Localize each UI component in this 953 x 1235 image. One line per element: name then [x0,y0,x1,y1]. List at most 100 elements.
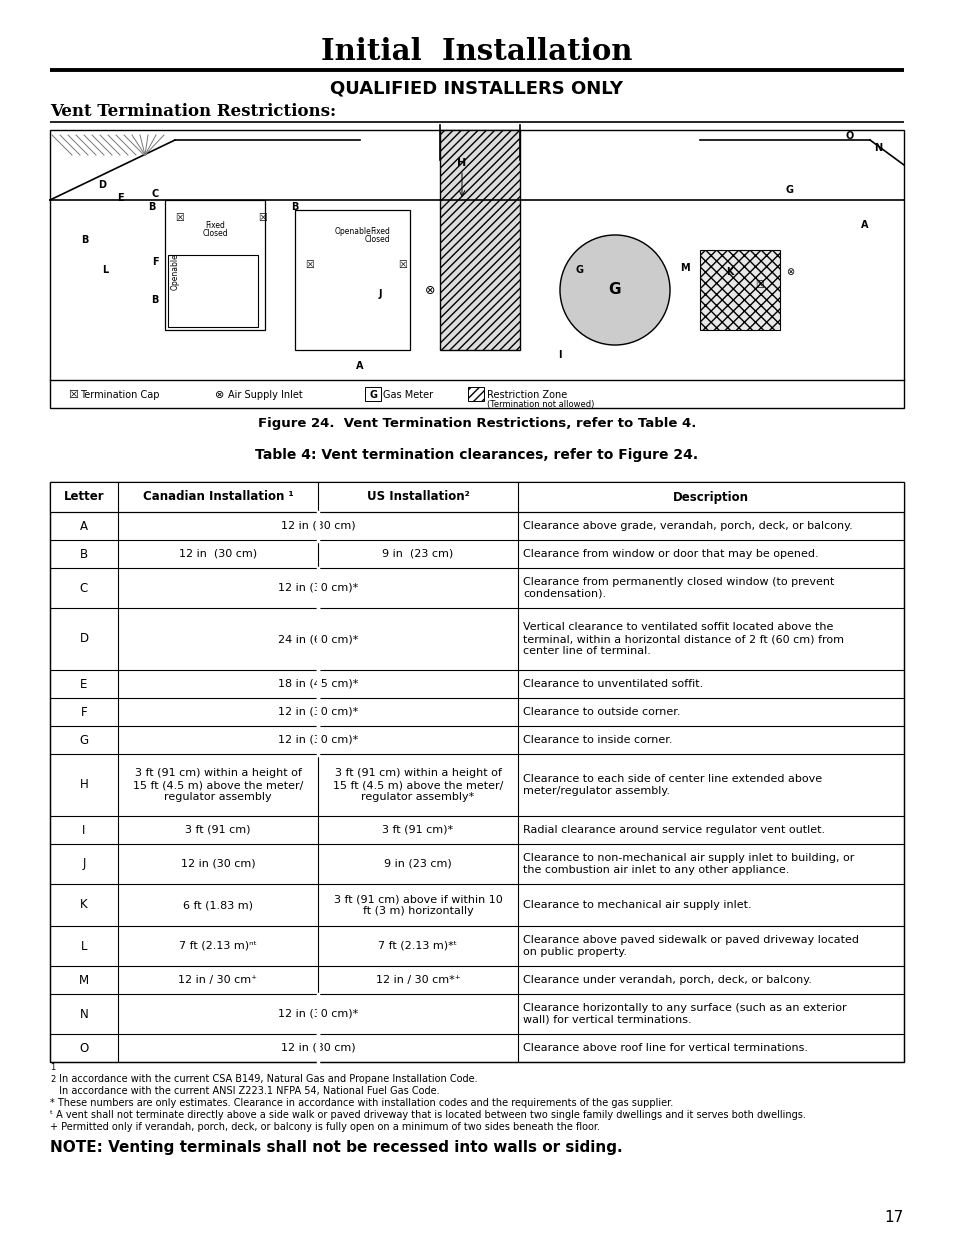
Text: Restriction Zone: Restriction Zone [486,390,567,400]
Text: Clearance to unventilated soffit.: Clearance to unventilated soffit. [522,679,702,689]
Text: * These numbers are only estimates. Clearance in accordance with installation co: * These numbers are only estimates. Clea… [50,1098,673,1108]
Text: 12 in (30 cm)*: 12 in (30 cm)* [277,706,357,718]
Text: G: G [608,283,620,298]
Text: ☒: ☒ [68,390,78,400]
Text: 7 ft (2.13 m)*ᵗ: 7 ft (2.13 m)*ᵗ [378,941,457,951]
Text: ☒: ☒ [398,261,407,270]
Text: Closed: Closed [202,228,228,237]
Text: O: O [79,1041,89,1055]
Text: B: B [148,203,155,212]
Text: 12 in (30 cm): 12 in (30 cm) [280,521,355,531]
Bar [50,482,903,513]
Text: Fixed: Fixed [370,227,390,236]
Text: ☒: ☒ [305,261,314,270]
Text: Clearance horizontally to any surface (such as an exterior
wall) for vertical te: Clearance horizontally to any surface (s… [522,1003,845,1025]
Text: J: J [82,857,86,871]
Text: Closed: Closed [364,236,390,245]
Text: 3 ft (91 cm): 3 ft (91 cm) [185,825,251,835]
Text: M: M [79,973,89,987]
Text: ⊗: ⊗ [424,284,435,296]
Text: Air Supply Inlet: Air Supply Inlet [228,390,302,400]
Text: In accordance with the current ANSI Z223.1 NFPA 54, National Fuel Gas Code.: In accordance with the current ANSI Z223… [56,1086,439,1095]
Circle shape [559,235,669,345]
Text: 1: 1 [50,1063,55,1072]
Text: Clearance from permanently closed window (to prevent
condensation).: Clearance from permanently closed window… [522,577,834,599]
Text: Radial clearance around service regulator vent outlet.: Radial clearance around service regulato… [522,825,824,835]
Text: Fixed: Fixed [205,221,225,230]
Text: Clearance under verandah, porch, deck, or balcony.: Clearance under verandah, porch, deck, o… [522,974,811,986]
Text: 12 in (30 cm)*: 12 in (30 cm)* [277,583,357,593]
Bar [294,210,410,350]
Text: Figure 24.  Vent Termination Restrictions, refer to Table 4.: Figure 24. Vent Termination Restrictions… [257,416,696,430]
Bar [439,130,519,350]
Bar [700,249,780,330]
Text: A: A [355,361,363,370]
Text: Openable: Openable [335,227,371,236]
Text: 6 ft (1.83 m): 6 ft (1.83 m) [183,900,253,910]
Text: C: C [80,582,88,594]
Text: 12 in / 30 cm⁺: 12 in / 30 cm⁺ [178,974,257,986]
Text: C: C [152,189,158,199]
Text: 17: 17 [883,1209,903,1224]
Text: ☒: ☒ [258,212,267,224]
Text: + Permitted only if verandah, porch, deck, or balcony is fully open on a minimum: + Permitted only if verandah, porch, dec… [50,1123,599,1132]
Text: B: B [81,235,89,245]
Text: O: O [845,131,853,141]
Text: 12 in / 30 cm*⁺: 12 in / 30 cm*⁺ [375,974,460,986]
Text: 2: 2 [50,1074,55,1084]
Text: 3 ft (91 cm) above if within 10
ft (3 m) horizontally: 3 ft (91 cm) above if within 10 ft (3 m)… [334,894,502,916]
Text: G: G [785,185,793,195]
Text: In accordance with the current CSA B149, Natural Gas and Propane Installation Co: In accordance with the current CSA B149,… [56,1074,477,1084]
Text: E: E [116,193,123,203]
Text: 3 ft (91 cm) within a height of
15 ft (4.5 m) above the meter/
regulator assembl: 3 ft (91 cm) within a height of 15 ft (4… [333,768,502,802]
Text: ⊗: ⊗ [785,267,793,277]
Text: ᵗ A vent shall not terminate directly above a side walk or paved driveway that i: ᵗ A vent shall not terminate directly ab… [50,1110,805,1120]
Text: Clearance above roof line for vertical terminations.: Clearance above roof line for vertical t… [522,1044,807,1053]
Text: K: K [725,267,733,277]
Bar [365,387,380,401]
Text: ⊗: ⊗ [214,390,224,400]
Text: Clearance to non-mechanical air supply inlet to building, or
the combustion air : Clearance to non-mechanical air supply i… [522,853,854,874]
Text: Letter: Letter [64,490,104,504]
Text: 9 in  (23 cm): 9 in (23 cm) [382,550,453,559]
Bar [165,200,265,330]
Text: B: B [291,203,298,212]
Text: L: L [102,266,108,275]
Text: 24 in (60 cm)*: 24 in (60 cm)* [277,634,357,643]
Text: Clearance from window or door that may be opened.: Clearance from window or door that may b… [522,550,818,559]
Text: Canadian Installation ¹: Canadian Installation ¹ [143,490,293,504]
Text: NOTE: Venting terminals shall not be recessed into walls or siding.: NOTE: Venting terminals shall not be rec… [50,1140,622,1155]
Text: F: F [81,705,88,719]
Text: 3 ft (91 cm) within a height of
15 ft (4.5 m) above the meter/
regulator assembl: 3 ft (91 cm) within a height of 15 ft (4… [132,768,303,802]
Text: 9 in (23 cm): 9 in (23 cm) [384,860,452,869]
Text: I: I [558,350,561,359]
Text: 12 in (30 cm): 12 in (30 cm) [280,1044,355,1053]
Text: M: M [679,263,689,273]
Text: F: F [152,257,158,267]
Text: Clearance above paved sidewalk or paved driveway located
on public property.: Clearance above paved sidewalk or paved … [522,935,858,957]
Text: Clearance to each side of center line extended above
meter/regulator assembly.: Clearance to each side of center line ex… [522,774,821,795]
Text: 12 in (30 cm)*: 12 in (30 cm)* [277,1009,357,1019]
Text: B: B [80,547,88,561]
Bar [50,482,903,1062]
Text: Openable: Openable [171,253,179,290]
Text: 12 in  (30 cm): 12 in (30 cm) [179,550,256,559]
Text: K: K [80,899,88,911]
Text: D: D [79,632,89,646]
Text: G: G [79,734,89,746]
Text: Clearance to inside corner.: Clearance to inside corner. [522,735,672,745]
Bar [468,387,483,401]
Text: B: B [152,295,158,305]
Text: E: E [80,678,88,690]
Text: G: G [576,266,583,275]
Text: Vent Termination Restrictions:: Vent Termination Restrictions: [50,104,335,121]
Text: J: J [377,289,381,299]
Text: Table 4: Vent termination clearances, refer to Figure 24.: Table 4: Vent termination clearances, re… [255,448,698,462]
Text: N: N [873,143,882,153]
Text: Termination Cap: Termination Cap [80,390,159,400]
Text: L: L [81,940,87,952]
Text: QUALIFIED INSTALLERS ONLY: QUALIFIED INSTALLERS ONLY [330,79,623,98]
Text: Description: Description [672,490,748,504]
Text: 18 in (45 cm)*: 18 in (45 cm)* [277,679,357,689]
Text: I: I [82,824,86,836]
